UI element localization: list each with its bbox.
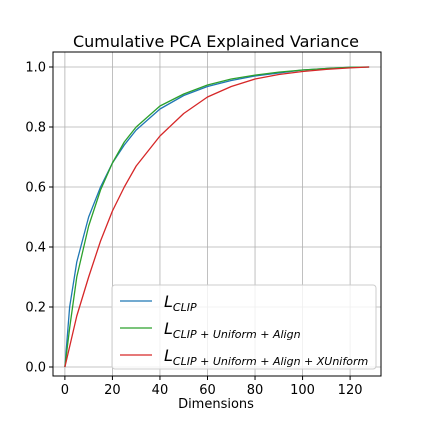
x-axis-title: Dimensions [178,397,254,412]
x-tick-label: 20 [104,383,121,398]
y-tick-label: 0.4 [25,241,46,256]
y-tick-label: 1.0 [25,61,46,76]
legend-label-subscript: CLIP + Uniform + Align + XUniform [173,355,368,368]
y-tick-label: 0.6 [25,181,46,196]
legend-label-subscript: CLIP + Uniform + Align [173,328,301,341]
x-tick-label: 80 [247,383,264,398]
legend-label-subscript: CLIP [173,301,197,314]
y-tick-label: 0.8 [25,121,46,136]
legend-label-base: L [164,292,173,311]
legend-box [111,284,377,370]
legend-label-base: L [164,346,173,365]
series-line-2 [64,66,370,368]
x-tick-label: 120 [338,383,363,398]
legend-label-base: L [164,319,173,338]
legend-label-3: LCLIP + Uniform + Align + XUniform [164,346,368,368]
axis-ticks: 0 20 40 60 80 100 120 0.0 0.2 0.4 0.6 0.8 1.0 [25,61,362,399]
x-tick-label: 100 [290,383,315,398]
series-lines [64,66,370,368]
legend-label-2: LCLIP + Uniform + Align [164,319,301,341]
y-tick-label: 0.2 [25,301,46,316]
series-line-3 [64,66,370,368]
x-tick-label: 60 [199,383,216,398]
legend-label-1: LCLIP [164,292,197,314]
y-tick-label: 0.0 [25,361,46,376]
plot-frame [52,51,382,377]
x-tick-label: 40 [152,383,169,398]
x-tick-label: 0 [61,383,69,398]
chart-title: Cumulative PCA Explained Variance [73,32,359,51]
